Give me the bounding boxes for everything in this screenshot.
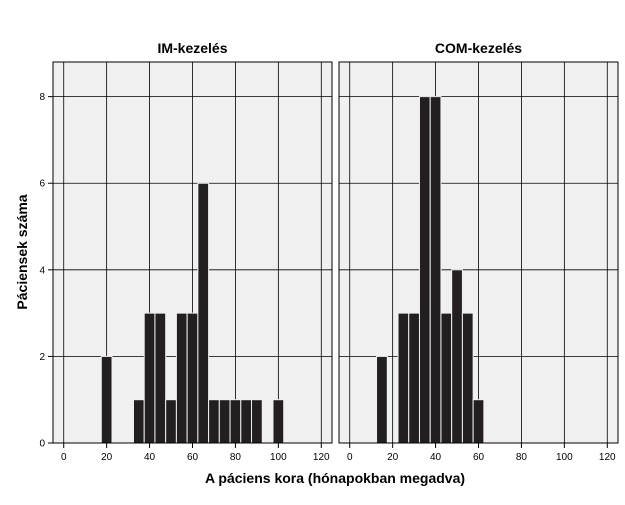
- histogram-bar: [397, 312, 410, 444]
- histogram-bar: [429, 96, 442, 444]
- histogram-bar: [197, 182, 210, 444]
- y-tick-label: 0: [39, 439, 45, 450]
- x-tick-label: 0: [347, 452, 353, 463]
- histogram-bar: [418, 96, 431, 444]
- histogram-bar: [165, 399, 177, 444]
- histogram-bar: [251, 399, 263, 444]
- histogram-bar: [451, 269, 463, 444]
- y-tick-label: 8: [39, 92, 45, 103]
- histogram-bar: [376, 355, 388, 444]
- x-tick-label: 100: [556, 452, 573, 463]
- x-tick-label: 40: [144, 452, 156, 463]
- x-tick-label: 20: [101, 452, 113, 463]
- x-tick-label: 120: [599, 452, 616, 463]
- x-tick-label: 80: [230, 452, 242, 463]
- histogram-bar: [240, 399, 253, 444]
- x-tick-label: 20: [387, 452, 399, 463]
- histogram-bar: [229, 399, 242, 444]
- histogram-bar: [440, 312, 453, 444]
- histogram-bar: [175, 312, 188, 444]
- histogram-bar: [472, 399, 485, 444]
- histogram-bar: [208, 399, 220, 444]
- x-axis-title: A páciens kora (hónapokban megadva): [205, 470, 465, 486]
- histogram-bar: [154, 312, 167, 444]
- histogram-bar: [461, 312, 474, 444]
- y-tick-label: 2: [39, 352, 45, 363]
- x-tick-label: 80: [516, 452, 528, 463]
- histogram-bar: [100, 355, 113, 444]
- panel-title-1: IM-kezelés: [157, 40, 227, 56]
- histogram-bar: [143, 312, 156, 444]
- y-tick-label: 4: [39, 265, 45, 276]
- x-tick-label: 100: [270, 452, 287, 463]
- y-tick-label: 6: [39, 179, 45, 190]
- histogram-bar: [408, 312, 420, 444]
- histogram-bar: [218, 399, 231, 444]
- panel-title-2: COM-kezelés: [435, 40, 522, 56]
- x-tick-label: 0: [61, 452, 67, 463]
- x-tick-label: 60: [473, 452, 485, 463]
- histogram-bar: [132, 399, 145, 444]
- y-axis-title: Páciensek száma: [14, 194, 30, 309]
- x-tick-label: 60: [187, 452, 199, 463]
- histogram-bar: [272, 399, 285, 444]
- histogram-bar: [186, 312, 199, 444]
- x-tick-label: 40: [430, 452, 442, 463]
- x-tick-label: 120: [313, 452, 330, 463]
